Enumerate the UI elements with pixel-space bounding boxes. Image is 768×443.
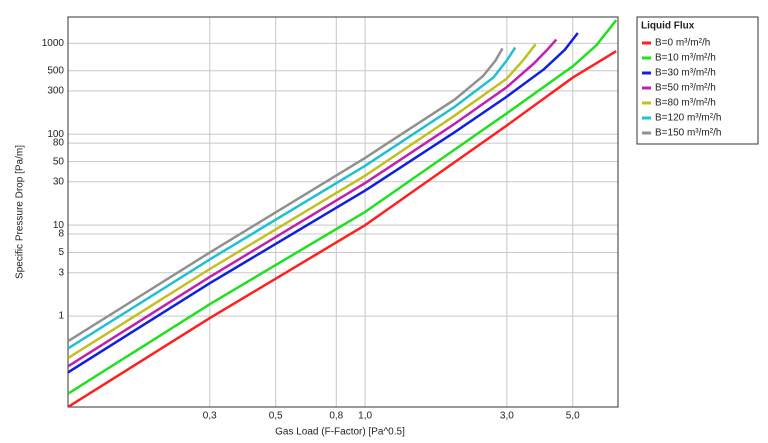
- plot-border: [67, 16, 619, 408]
- legend-box: [636, 16, 759, 145]
- x-axis-title: Gas Load (F-Factor) [Pa^0.5]: [275, 427, 405, 438]
- legend-label: B=30 m³/m²/h: [655, 68, 716, 79]
- legend-label: B=150 m³/m²/h: [655, 128, 721, 139]
- legend-label: B=0 m³/m²/h: [655, 38, 710, 49]
- y-tick-label: 8: [58, 229, 64, 240]
- legend-label: B=120 m³/m²/h: [655, 113, 721, 124]
- series-line: [68, 32, 579, 374]
- legend-label: B=80 m³/m²/h: [655, 98, 716, 109]
- y-tick-label: 80: [53, 138, 65, 149]
- y-tick-label: 10: [53, 220, 65, 231]
- y-tick-label: 1: [58, 311, 64, 322]
- x-tick-label: 0,3: [203, 411, 217, 422]
- y-tick-label: 3: [58, 267, 64, 278]
- y-tick-label: 300: [47, 86, 64, 97]
- x-tick-label: 0,8: [329, 411, 343, 422]
- legend-title: Liquid Flux: [641, 21, 695, 32]
- x-tick-label: 1,0: [358, 411, 372, 422]
- series-line: [68, 47, 504, 343]
- x-tick-label: 0,5: [269, 411, 283, 422]
- y-tick-label: 50: [53, 156, 65, 167]
- y-tick-label: 1000: [42, 38, 65, 49]
- x-tick-label: 3,0: [500, 411, 514, 422]
- y-tick-label: 5: [58, 247, 64, 258]
- y-axis-title: Specific Pressure Drop [Pa/m]: [15, 145, 26, 279]
- legend-label: B=50 m³/m²/h: [655, 83, 716, 94]
- legend-label: B=10 m³/m²/h: [655, 53, 716, 64]
- series-line: [68, 46, 517, 350]
- y-tick-label: 30: [53, 176, 65, 187]
- series-line: [68, 43, 537, 360]
- series-line: [68, 50, 617, 407]
- y-tick-label: 100: [47, 129, 64, 140]
- series-line: [68, 19, 618, 395]
- series-line: [68, 38, 558, 368]
- y-tick-label: 500: [47, 65, 64, 76]
- x-tick-label: 5,0: [566, 411, 580, 422]
